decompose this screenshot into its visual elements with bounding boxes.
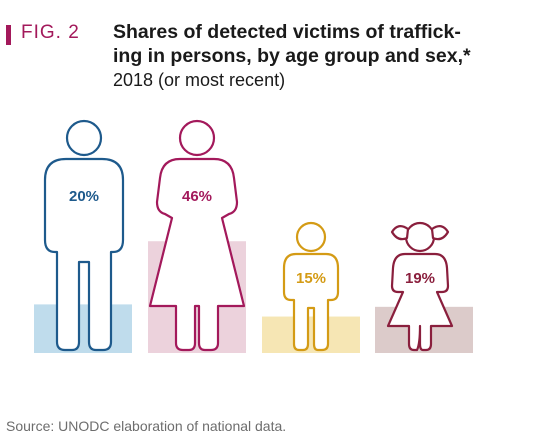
chart-title: Shares of detected victims of traffick- …: [113, 20, 523, 68]
chart-title-line-2: ing in persons, by age group and sex,*: [113, 45, 471, 67]
figure-accent-bar: [6, 25, 11, 45]
chart-title-line-1: Shares of detected victims of traffick-: [113, 21, 461, 43]
data-label-boys: 15%: [296, 270, 326, 287]
figure-number: FIG. 2: [21, 22, 80, 43]
data-label-women: 46%: [182, 188, 212, 205]
source-note: Source: UNODC elaboration of national da…: [6, 418, 287, 434]
bar-boys: [262, 316, 360, 353]
woman-icon: [148, 119, 246, 352]
boy-icon: [282, 221, 340, 352]
chart-subtitle: 2018 (or most recent): [113, 70, 286, 90]
man-icon: [43, 119, 125, 352]
girl-icon: [386, 221, 454, 352]
bar-men: [34, 304, 132, 353]
data-label-men: 20%: [69, 188, 99, 205]
data-label-girls: 19%: [405, 270, 435, 287]
